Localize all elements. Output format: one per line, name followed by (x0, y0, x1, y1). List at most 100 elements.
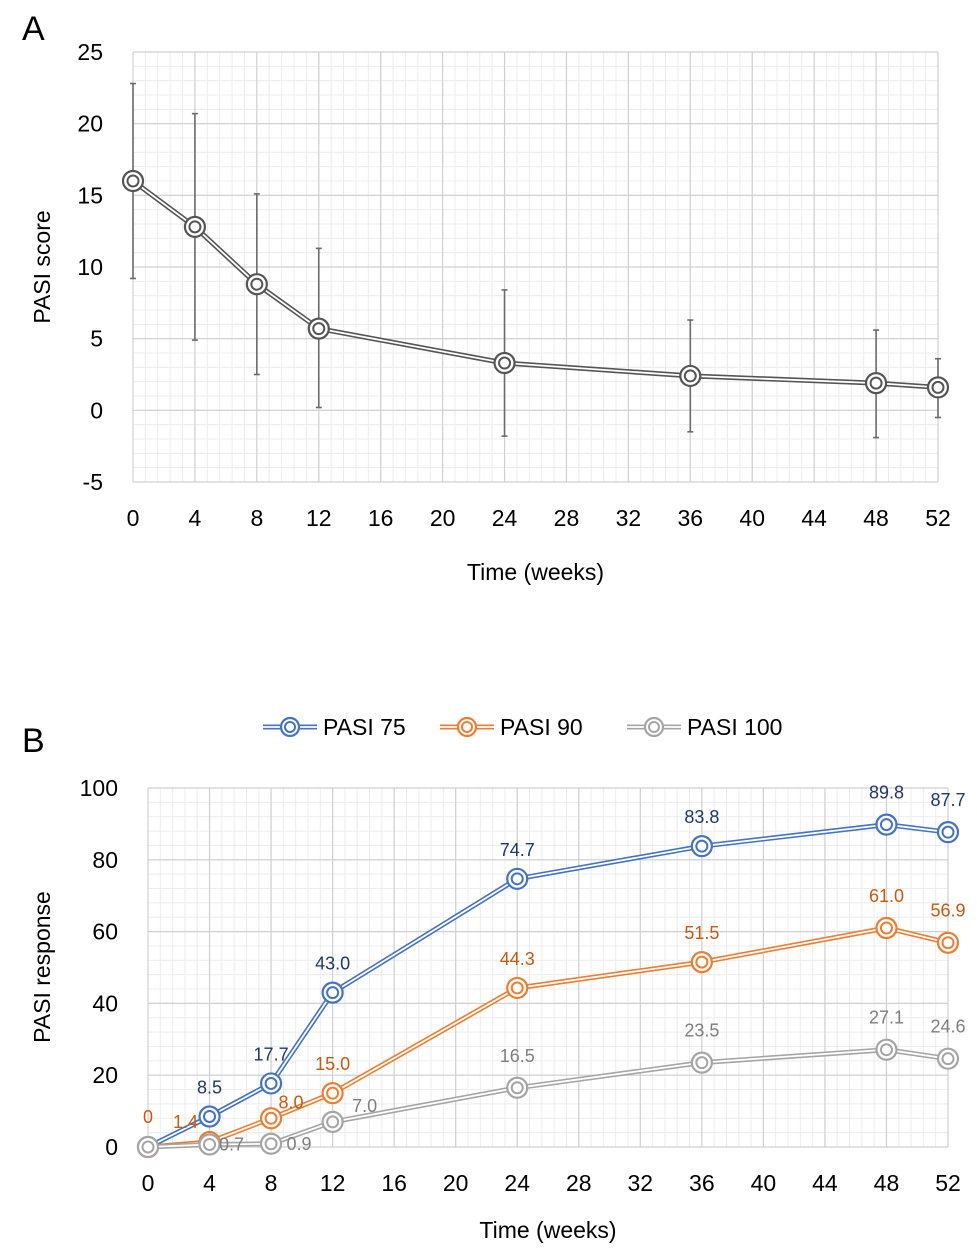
x-tick-label: 36 (678, 505, 704, 531)
data-point (936, 931, 960, 954)
data-point-inner (879, 1043, 893, 1057)
x-tick-label: 36 (689, 1170, 715, 1196)
panel-label: B (22, 722, 45, 760)
series-pasi-90: 0 1.4 8.0 15.0 44.3 51.5 61.0 56.9 (136, 886, 966, 1159)
gridlines (147, 787, 949, 1148)
data-point-inner (250, 277, 264, 291)
data-point-inner (264, 1111, 278, 1125)
data-point (506, 867, 529, 890)
legend-label: PASI 90 (500, 714, 583, 740)
x-axis-label: Time (weeks) (467, 559, 604, 585)
legend-swatch-marker (279, 716, 301, 738)
x-tick-label: 16 (368, 505, 394, 531)
y-tick-label: 0 (105, 1134, 118, 1160)
data-point (259, 1107, 283, 1130)
data-label: 17.7 (254, 1044, 289, 1064)
data-point-inner (188, 220, 202, 234)
data-point-outer (690, 1051, 713, 1074)
legend-swatch-marker (643, 716, 665, 738)
x-tick-label: 52 (935, 1170, 961, 1196)
y-tick-label: 100 (80, 775, 118, 801)
legend-swatch-marker-inner (648, 721, 660, 733)
data-point-outer (875, 1038, 898, 1061)
data-point-outer (198, 1133, 221, 1156)
data-point (493, 351, 516, 375)
data-point-inner (498, 356, 512, 370)
data-point (198, 1105, 221, 1128)
data-point-inner (264, 1137, 278, 1151)
y-tick-label: 25 (77, 39, 103, 65)
y-tick-label: 5 (90, 326, 103, 352)
data-point (926, 376, 950, 399)
data-point (321, 1110, 344, 1133)
data-point (136, 1135, 160, 1159)
data-point-inner (326, 1115, 340, 1129)
data-point-outer (259, 1072, 283, 1095)
data-point (321, 1082, 344, 1105)
series-0 (121, 82, 950, 439)
data-point-outer (321, 1110, 344, 1133)
y-tick-label: -5 (83, 469, 103, 495)
data-point-outer (259, 1107, 283, 1130)
data-point (690, 835, 713, 858)
series-line-inner (132, 180, 939, 389)
data-point-outer (121, 169, 145, 193)
data-point-inner (510, 872, 524, 886)
data-label: 61.0 (869, 886, 904, 906)
x-tick-label: 32 (628, 1170, 654, 1196)
data-point-outer (926, 376, 950, 399)
data-label: 74.7 (500, 840, 535, 860)
legend-item: PASI 90 (440, 714, 583, 740)
data-label: 7.0 (352, 1096, 377, 1116)
data-point-inner (941, 825, 955, 839)
data-point-inner (326, 1086, 340, 1100)
data-point-inner (879, 818, 893, 832)
gridlines (132, 51, 939, 483)
data-point-inner (879, 921, 893, 935)
data-label: 56.9 (930, 901, 965, 921)
data-point-inner (141, 1140, 155, 1154)
data-point-inner (264, 1076, 278, 1090)
data-point-outer (936, 821, 960, 844)
data-point-outer (321, 981, 344, 1004)
x-tick-label: 8 (265, 1170, 278, 1196)
data-label: 23.5 (684, 1021, 719, 1041)
data-point (183, 215, 207, 238)
x-tick-label: 4 (203, 1170, 216, 1196)
x-tick-label: 20 (443, 1170, 469, 1196)
data-label: 8.0 (279, 1092, 304, 1112)
data-point (690, 1051, 713, 1074)
y-tick-label: 60 (92, 919, 118, 945)
y-tick-label: 10 (77, 254, 103, 280)
legend-item: PASI 100 (627, 714, 782, 740)
data-point (307, 317, 330, 340)
x-tick-label: 40 (739, 505, 765, 531)
legend-swatch-marker-inner (461, 721, 473, 733)
data-label: 16.5 (500, 1046, 535, 1066)
data-label: 15.0 (315, 1054, 350, 1074)
series-pasi-100: 0.7 0.9 7.0 16.5 23.5 27.1 24.6 (136, 1008, 966, 1159)
x-tick-label: 44 (801, 505, 827, 531)
data-point-inner (695, 839, 709, 853)
x-tick-label: 44 (812, 1170, 838, 1196)
data-point-outer (493, 351, 516, 375)
data-label: 0.7 (219, 1134, 244, 1154)
data-label: 87.7 (930, 790, 965, 810)
data-point-inner (510, 1081, 524, 1095)
x-tick-label: 0 (127, 505, 140, 531)
data-label: 0 (143, 1107, 153, 1127)
data-point-inner (683, 369, 697, 383)
data-point (506, 976, 529, 1000)
data-point-inner (941, 1052, 955, 1066)
data-point-inner (203, 1137, 217, 1151)
x-tick-label: 48 (874, 1170, 900, 1196)
x-tick-label: 12 (320, 1170, 346, 1196)
data-label: 1.4 (173, 1112, 198, 1132)
y-axis-label: PASI response (29, 891, 55, 1043)
legend-label: PASI 100 (687, 714, 782, 740)
x-tick-label: 24 (492, 505, 518, 531)
data-label: 51.5 (684, 923, 719, 943)
data-point (259, 1072, 283, 1095)
